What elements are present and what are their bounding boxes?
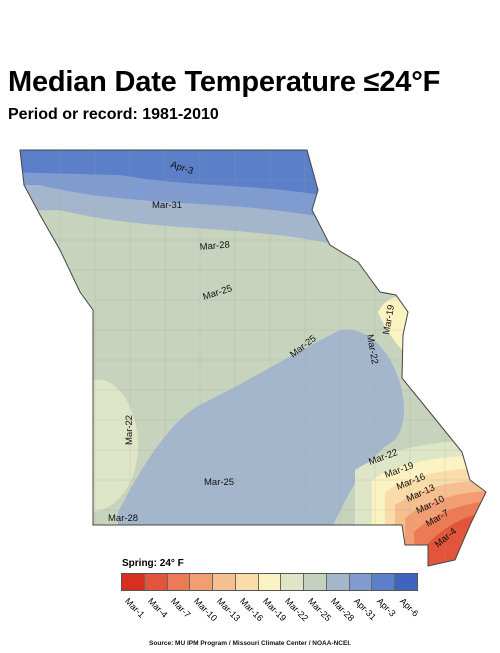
legend-label: Mar-19	[260, 596, 288, 624]
legend-label: Mar-22	[283, 596, 311, 624]
legend-swatch	[395, 574, 417, 590]
legend-swatch	[258, 574, 282, 590]
legend-swatch	[349, 574, 373, 590]
legend-label: Apr-31	[351, 596, 378, 623]
legend-label: Mar-7	[169, 596, 193, 620]
legend-swatch	[213, 574, 236, 590]
contour-label: Mar-19	[381, 304, 397, 336]
legend-labels: Mar-1 Mar-4 Mar-7 Mar-10 Mar-13 Mar-16 Mar-19 M…	[121, 596, 421, 626]
legend-swatch	[144, 574, 168, 590]
legend-label: Mar-25	[306, 596, 334, 624]
legend-label: Mar-13	[214, 596, 242, 624]
legend-swatch	[304, 574, 327, 590]
contour-label: Mar-22	[364, 334, 380, 366]
legend-swatch	[190, 574, 214, 590]
contour-label: Mar-28	[199, 239, 230, 253]
legend-label: Apr-3	[374, 596, 398, 619]
legend-label: Mar-10	[191, 596, 220, 624]
legend-label: Mar-16	[237, 596, 265, 624]
legend-label: Mar-1	[123, 596, 148, 620]
page-title: Median Date Temperature ≤24°F	[8, 66, 441, 98]
legend-swatch	[235, 574, 259, 590]
legend-title: Spring: 24° F	[122, 558, 184, 569]
contour-label: Mar-22	[124, 415, 135, 445]
source-credit: Source: MU IPM Program / Missouri Climat…	[149, 640, 351, 647]
legend-swatch	[281, 574, 305, 590]
legend-color-bar	[121, 573, 418, 591]
legend-swatch	[326, 574, 350, 590]
legend-swatch	[167, 574, 191, 590]
legend-swatch	[372, 574, 396, 590]
legend-label: Mar-28	[328, 596, 357, 624]
contour-label: Mar-28	[108, 513, 138, 524]
contour-label: Mar-25	[204, 477, 234, 488]
legend-label: Mar-4	[146, 596, 170, 620]
page-subtitle: Period or record: 1981-2010	[8, 106, 219, 123]
contour-label: Mar-31	[152, 200, 182, 211]
legend-swatch	[122, 574, 145, 590]
legend-label: Apr-6	[397, 596, 421, 619]
